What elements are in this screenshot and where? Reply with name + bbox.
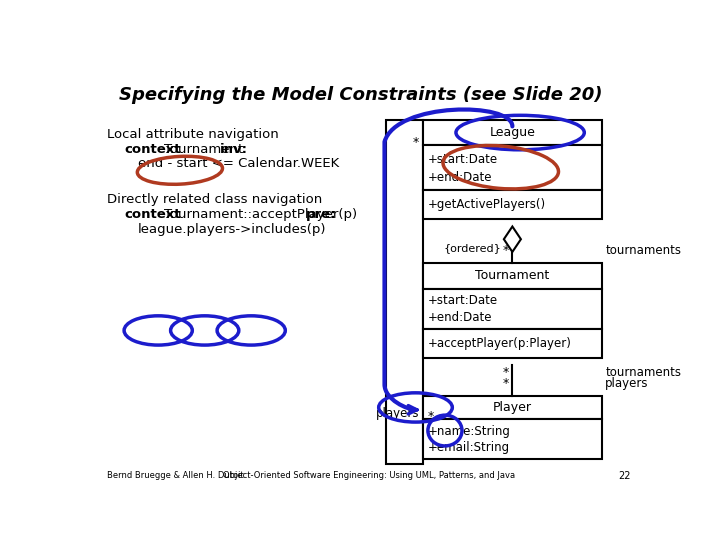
Text: Bernd Bruegge & Allen H. Dutoit: Bernd Bruegge & Allen H. Dutoit <box>107 471 244 481</box>
Text: tournaments: tournaments <box>606 244 681 256</box>
Text: Local attribute navigation: Local attribute navigation <box>107 128 279 141</box>
Polygon shape <box>504 226 521 252</box>
Bar <box>423 262 601 289</box>
Bar <box>423 396 601 419</box>
Text: *: * <box>503 366 508 379</box>
Text: {ordered}: {ordered} <box>444 243 502 253</box>
Text: +getActivePlayers(): +getActivePlayers() <box>428 198 546 211</box>
Text: Tournament: Tournament <box>164 143 243 156</box>
Text: +end:Date: +end:Date <box>428 171 492 184</box>
Text: +acceptPlayer(p:Player): +acceptPlayer(p:Player) <box>428 337 572 350</box>
Text: context: context <box>124 143 181 156</box>
Text: +email:String: +email:String <box>428 441 510 454</box>
Bar <box>423 120 601 145</box>
Text: players: players <box>376 408 419 421</box>
Text: *: * <box>503 377 508 390</box>
Text: inv:: inv: <box>220 143 248 156</box>
Text: pre:: pre: <box>306 208 337 221</box>
Text: Tournament: Tournament <box>475 269 549 282</box>
Text: tournaments: tournaments <box>606 366 681 379</box>
Bar <box>423 190 601 219</box>
Text: players: players <box>606 377 649 390</box>
Text: 22: 22 <box>618 471 631 481</box>
Bar <box>423 329 601 358</box>
Text: context: context <box>124 208 181 221</box>
Text: +start:Date: +start:Date <box>428 294 498 307</box>
Text: Directly related class navigation: Directly related class navigation <box>107 193 323 206</box>
Bar <box>386 120 423 464</box>
Text: Specifying the Model Constraints (see Slide 20): Specifying the Model Constraints (see Sl… <box>120 86 603 104</box>
Text: *: * <box>413 136 419 148</box>
Text: +start:Date: +start:Date <box>428 153 498 166</box>
Bar <box>423 145 601 190</box>
Text: *: * <box>428 410 434 423</box>
Text: +end:Date: +end:Date <box>428 311 492 324</box>
Text: +name:String: +name:String <box>428 424 510 437</box>
Text: *: * <box>503 244 508 256</box>
Bar <box>423 289 601 329</box>
Text: Player: Player <box>493 401 532 414</box>
Text: Tournament::acceptPlayer(p): Tournament::acceptPlayer(p) <box>164 208 358 221</box>
Text: League: League <box>490 126 535 139</box>
Text: Object-Oriented Software Engineering: Using UML, Patterns, and Java: Object-Oriented Software Engineering: Us… <box>223 471 515 481</box>
Bar <box>423 419 601 459</box>
Text: end - start <= Calendar.WEEK: end - start <= Calendar.WEEK <box>138 157 339 170</box>
Text: league.players->includes(p): league.players->includes(p) <box>138 222 327 235</box>
